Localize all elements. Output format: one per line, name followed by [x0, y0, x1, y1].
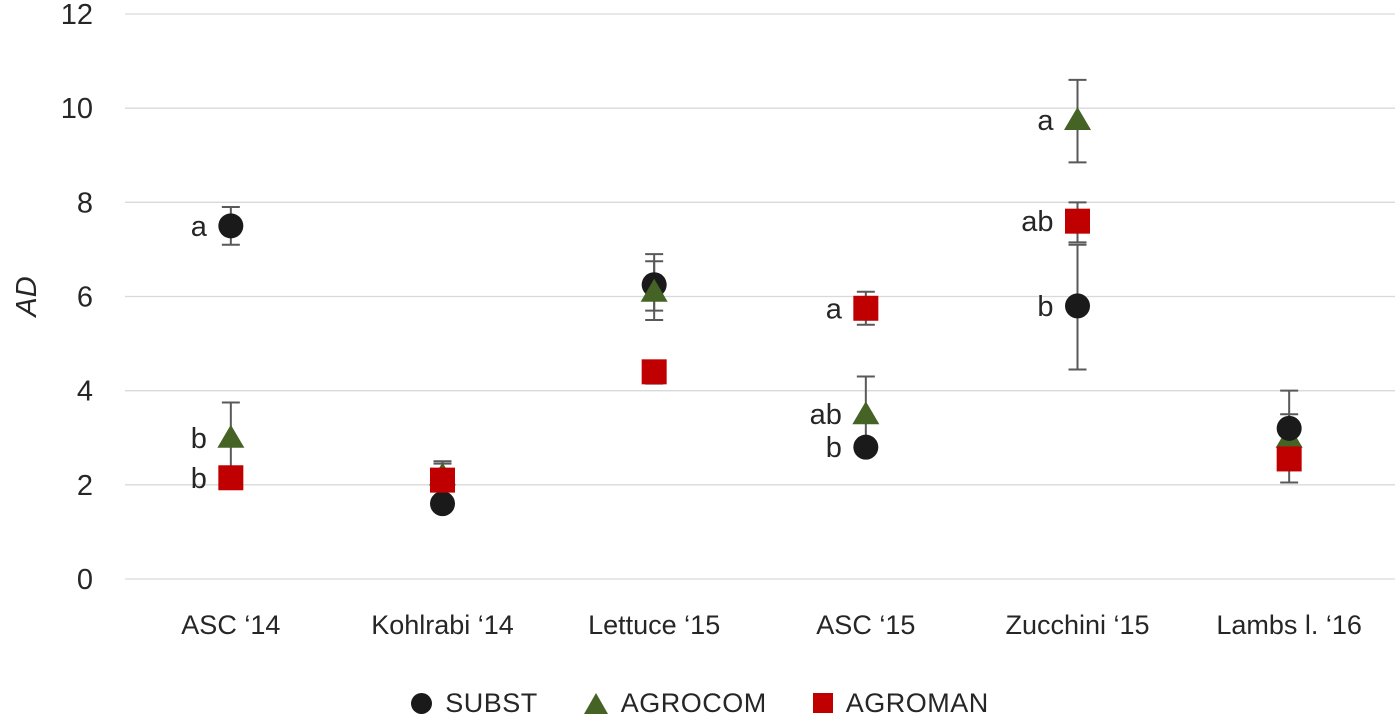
y-axis-title: AD	[11, 276, 43, 318]
y-tick-label: 8	[77, 187, 93, 219]
significance-letter: ab	[810, 399, 842, 431]
significance-letter: b	[191, 463, 207, 495]
data-point-agroman	[1276, 446, 1302, 472]
y-tick-label: 6	[77, 282, 93, 314]
x-category-label: ASC ‘15	[816, 610, 915, 640]
x-category-label: Lettuce ‘15	[588, 610, 720, 640]
x-category-label: Lambs l. ‘16	[1216, 610, 1362, 640]
y-tick-label: 10	[61, 93, 93, 125]
data-point-agroman	[430, 467, 455, 493]
data-point-agroman	[218, 465, 244, 491]
significance-letter: a	[191, 211, 208, 243]
data-point-agrocom	[217, 424, 245, 448]
square-marker-icon	[812, 693, 833, 713]
legend-label-agrocom: AGROCOM	[620, 687, 767, 718]
legend-label-subst: SUBST	[445, 687, 538, 718]
triangle-marker-icon	[583, 692, 608, 714]
legend-item-agrocom: AGROCOM	[583, 687, 767, 719]
legend-item-agroman: AGROMAN	[812, 687, 989, 719]
data-point-agroman	[853, 295, 879, 321]
significance-letter: ab	[1021, 206, 1053, 238]
significance-letter: a	[1037, 105, 1054, 137]
data-point-subst	[218, 213, 244, 239]
significance-letter: b	[1037, 291, 1053, 323]
significance-letter: a	[826, 293, 843, 325]
y-tick-label: 4	[77, 376, 93, 408]
data-point-subst	[430, 491, 455, 517]
significance-letter: b	[826, 432, 842, 464]
y-tick-label: 12	[61, 0, 93, 31]
x-category-label: ASC ‘14	[181, 610, 280, 640]
data-point-agrocom	[852, 401, 880, 425]
data-point-subst	[853, 434, 879, 460]
legend-item-subst: SUBST	[411, 688, 538, 719]
significance-letter: b	[191, 423, 207, 455]
circle-marker-icon	[411, 692, 433, 714]
data-point-subst	[1276, 415, 1302, 441]
y-tick-label: 0	[77, 564, 93, 596]
data-point-agrocom	[1064, 106, 1091, 130]
data-point-agroman	[641, 359, 667, 385]
x-category-label: Kohlrabi ‘14	[371, 610, 514, 640]
y-tick-label: 2	[77, 470, 93, 502]
data-point-agrocom	[640, 278, 668, 302]
chart-legend: SUBST AGROCOM AGROMAN	[0, 682, 1400, 724]
legend-label-agroman: AGROMAN	[845, 687, 989, 718]
data-point-subst	[1065, 293, 1090, 319]
data-point-agroman	[1065, 208, 1090, 234]
x-category-label: Zucchini ‘15	[1005, 610, 1149, 640]
